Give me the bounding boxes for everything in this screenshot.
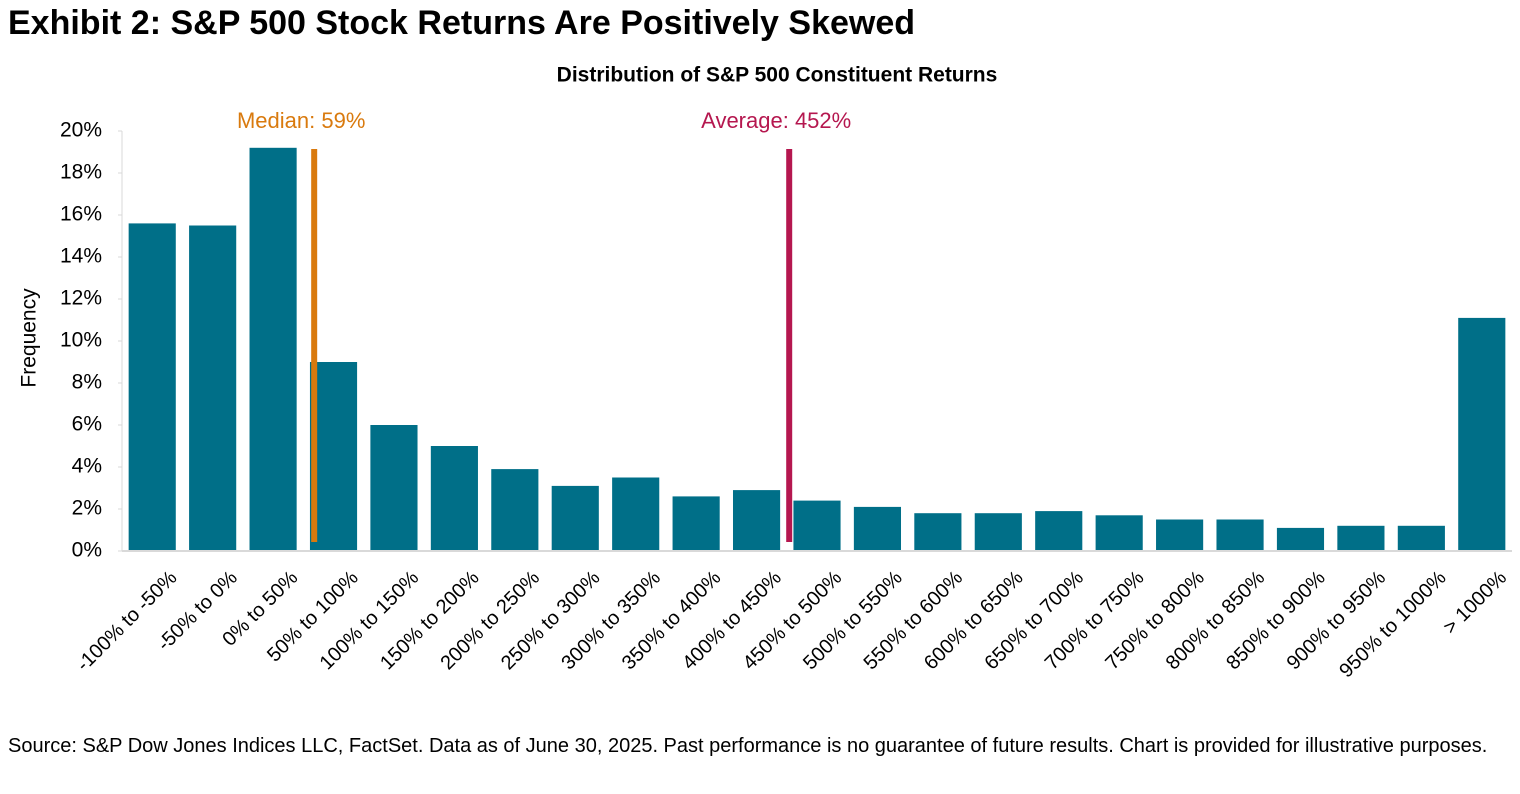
x-tick-label: > 1000% <box>1439 567 1511 639</box>
bar <box>430 446 478 551</box>
bar <box>1397 525 1445 551</box>
bar <box>309 362 358 551</box>
bar <box>1337 525 1385 551</box>
chart-title: Distribution of S&P 500 Constituent Retu… <box>557 64 998 87</box>
bar <box>672 496 720 551</box>
y-tick-label: 14% <box>60 245 102 268</box>
x-tick-label: -100% to -50% <box>72 567 181 676</box>
bar <box>1276 527 1325 551</box>
bar <box>249 147 297 552</box>
y-tick-label: 4% <box>72 455 102 478</box>
bar <box>1156 519 1204 551</box>
bar <box>128 223 176 551</box>
bar <box>793 500 841 551</box>
y-tick-label: 12% <box>60 287 102 310</box>
bar <box>491 469 539 551</box>
bar <box>1216 519 1264 551</box>
bar <box>974 513 1022 551</box>
y-axis-label: Frequency <box>18 288 41 388</box>
bar <box>853 506 902 551</box>
y-tick-label: 16% <box>60 203 102 226</box>
y-tick-label: 10% <box>60 329 102 352</box>
bar <box>1095 515 1143 551</box>
bar <box>612 477 660 551</box>
y-tick-label: 8% <box>72 371 102 394</box>
annotation-label: Average: 452% <box>701 108 851 133</box>
annotation-label: Median: 59% <box>237 108 365 133</box>
bar <box>914 513 962 551</box>
y-tick-label: 18% <box>60 161 102 184</box>
y-tick-label: 6% <box>72 413 102 436</box>
y-tick-label: 20% <box>60 119 102 142</box>
y-tick-label: 0% <box>72 539 102 562</box>
bar <box>1458 317 1506 551</box>
bar <box>551 485 599 551</box>
bar <box>732 490 781 551</box>
bar <box>189 225 237 551</box>
bar <box>370 425 418 551</box>
y-tick-label: 2% <box>72 497 102 520</box>
chart: Distribution of S&P 500 Constituent Retu… <box>18 64 1512 683</box>
x-tick-label: 950% to 1000% <box>1335 567 1451 683</box>
footnote: Source: S&P Dow Jones Indices LLC, FactS… <box>8 735 1488 757</box>
bar <box>1035 511 1083 551</box>
exhibit-title: Exhibit 2: S&P 500 Stock Returns Are Pos… <box>8 4 916 42</box>
